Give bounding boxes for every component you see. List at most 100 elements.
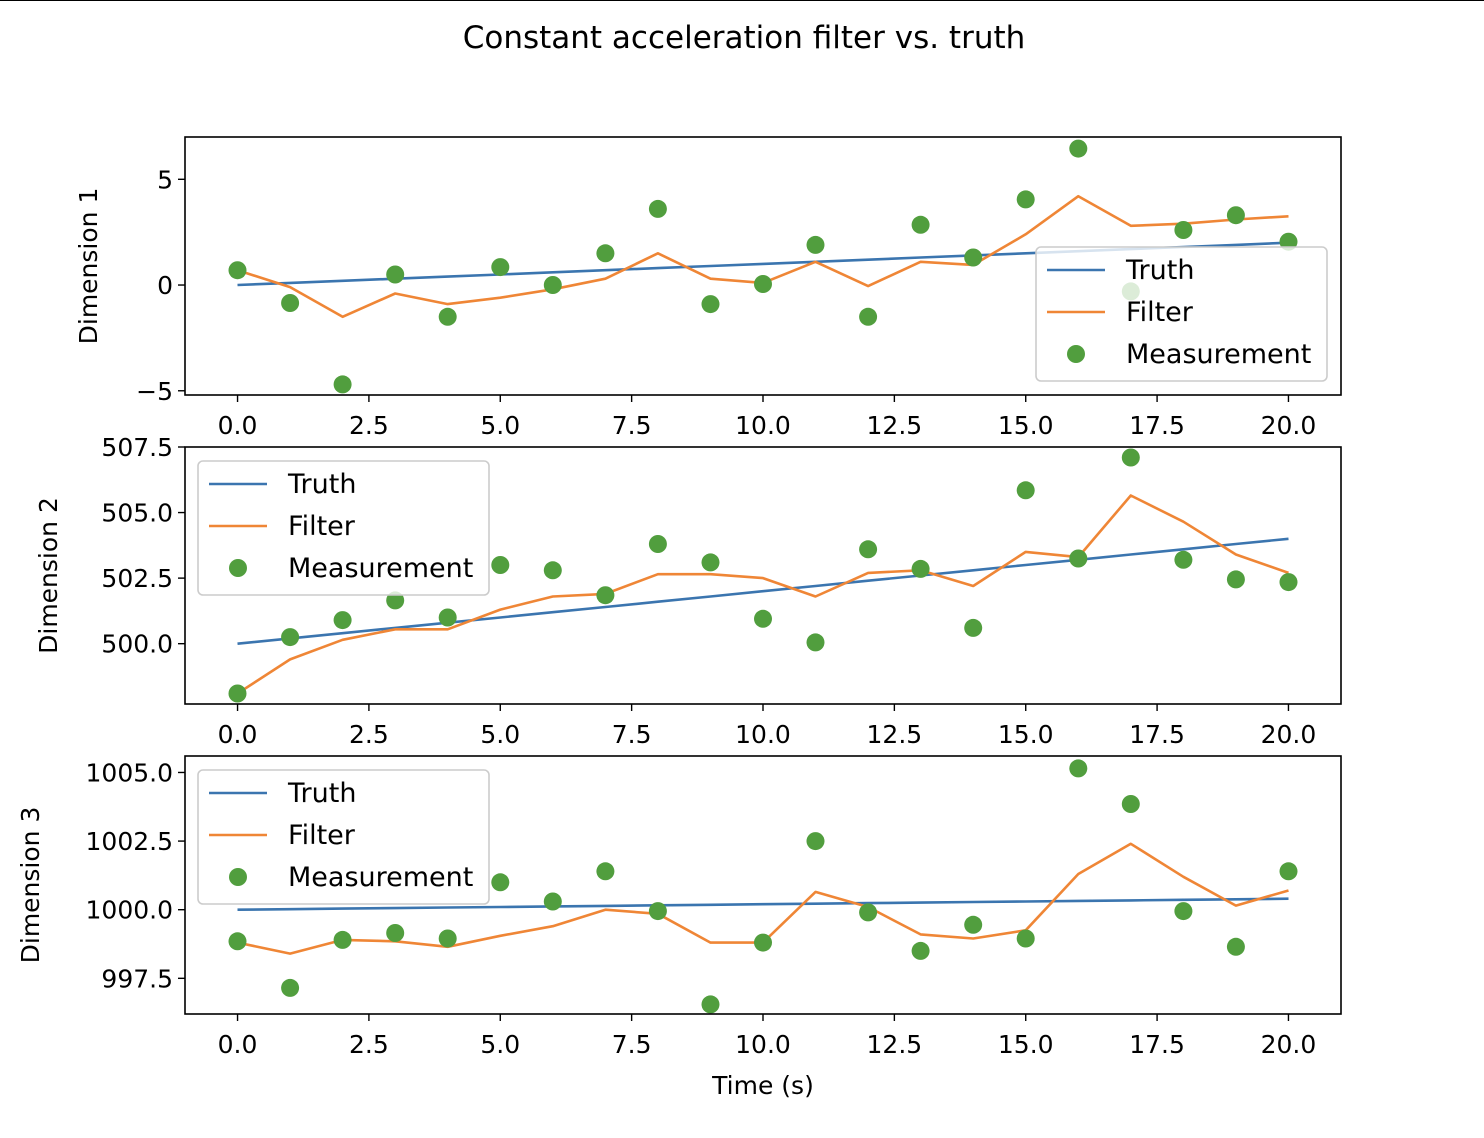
measurement-point [1174,221,1193,239]
y-axis-label: Dimension 1 [74,188,103,345]
measurement-point [911,215,930,234]
measurement-point [1121,795,1140,813]
x-tick-label: 17.5 [1129,720,1185,749]
y-tick-label: 500.0 [101,630,173,659]
measurement-point [911,941,930,960]
x-tick-label: 0.0 [218,1030,258,1059]
measurement-point [964,248,983,267]
measurement-point [754,275,772,293]
measurement-point [543,561,562,580]
measurement-point [1174,902,1193,921]
x-tick-label: 20.0 [1261,720,1317,749]
measurement-point [964,618,983,637]
x-tick-label: 7.5 [612,411,652,440]
measurement-point [228,932,247,951]
measurement-point [386,924,405,942]
measurement-point [1069,549,1088,568]
x-tick-label: 15.0 [998,411,1054,440]
x-tick-label: 7.5 [612,720,652,749]
legend-box [1035,246,1328,382]
legend-label: Filter [288,511,356,542]
measurement-point [859,540,878,559]
y-axis-label: Dimension 3 [16,807,45,964]
legend-label: Measurement [1126,339,1311,370]
measurement-point [543,276,562,294]
figure-title: Constant acceleration filter vs. truth [463,20,1026,56]
measurement-point [1279,573,1298,592]
measurement-point [1016,929,1035,948]
legend-swatch-measurement [229,868,247,886]
y-tick-label: 997.5 [101,964,173,993]
legend-label: Truth [287,469,356,500]
legend-swatch-measurement [229,559,247,577]
measurement-point [648,535,667,553]
measurement-point [491,258,510,277]
measurement-point [754,609,772,628]
measurement-point [701,995,720,1014]
measurement-point [491,873,510,892]
x-tick-label: 2.5 [349,720,389,749]
measurement-point [754,933,772,952]
legend-label: Truth [1125,255,1194,286]
legend: Truth Filter Measurement [197,769,490,905]
x-tick-label: 12.5 [867,1030,923,1059]
legend-label: Measurement [288,553,473,584]
x-tick-label: 10.0 [735,720,791,749]
y-tick-label: −5 [136,377,173,406]
x-tick-label: 15.0 [998,720,1054,749]
legend: Truth Filter Measurement [1035,246,1328,382]
x-tick-label: 10.0 [735,1030,791,1059]
measurement-point [333,375,352,394]
measurement-point [333,611,352,630]
legend-swatch-measurement [1067,345,1085,363]
legend-box [197,769,490,905]
subplot-1: 0.0 2.5 5.0 7.5 10.0 12.5 15.0 17.5 20.0 −5 0 5 Dime… [74,136,1342,440]
measurement-point [964,915,983,934]
x-tick-label: 17.5 [1129,1030,1185,1059]
legend-label: Measurement [288,862,473,893]
subplot-3: 0.0 2.5 5.0 7.5 10.0 12.5 15.0 17.5 20.0 997.5 100… [16,755,1342,1100]
measurement-point [1226,570,1245,589]
measurement-point [648,902,667,921]
x-tick-label: 5.0 [480,720,520,749]
subplot-2: 0.0 2.5 5.0 7.5 10.0 12.5 15.0 17.5 20.0 500.0 502… [34,433,1342,749]
x-tick-label: 12.5 [867,720,923,749]
measurement-point [701,295,720,314]
y-tick-label: 1000.0 [86,896,173,925]
y-tick-label: 507.5 [101,433,173,462]
measurement-point [1016,481,1035,500]
measurement-point [1016,190,1035,209]
measurement-point [228,684,247,703]
measurement-point [859,307,878,326]
measurement-point [596,586,615,605]
measurement-point [806,633,825,652]
x-tick-label: 0.0 [218,411,258,440]
y-tick-label: 0 [157,271,173,300]
measurement-point [596,244,615,263]
legend: Truth Filter Measurement [197,460,490,596]
legend-label: Filter [288,820,356,851]
measurement-point [1174,550,1193,569]
measurement-point [1121,448,1140,467]
series-line-truth [237,537,1289,645]
measurement-point [281,628,300,647]
x-tick-label: 12.5 [867,411,923,440]
x-tick-label: 15.0 [998,1030,1054,1059]
x-tick-label: 2.5 [349,1030,389,1059]
measurement-point [806,832,825,851]
x-tick-label: 5.0 [480,1030,520,1059]
x-tick-label: 17.5 [1129,411,1185,440]
y-tick-label: 1002.5 [86,827,173,856]
x-axis-label: Time (s) [711,1071,814,1100]
measurement-point [543,892,562,911]
x-tick-label: 20.0 [1261,411,1317,440]
x-tick-label: 0.0 [218,720,258,749]
measurement-point [333,930,352,949]
measurement-point [1226,206,1245,225]
measurement-point [438,929,457,948]
y-tick-label: 5 [157,165,173,194]
measurement-point [1069,139,1088,158]
x-tick-label: 20.0 [1261,1030,1317,1059]
measurement-point [1279,862,1298,881]
